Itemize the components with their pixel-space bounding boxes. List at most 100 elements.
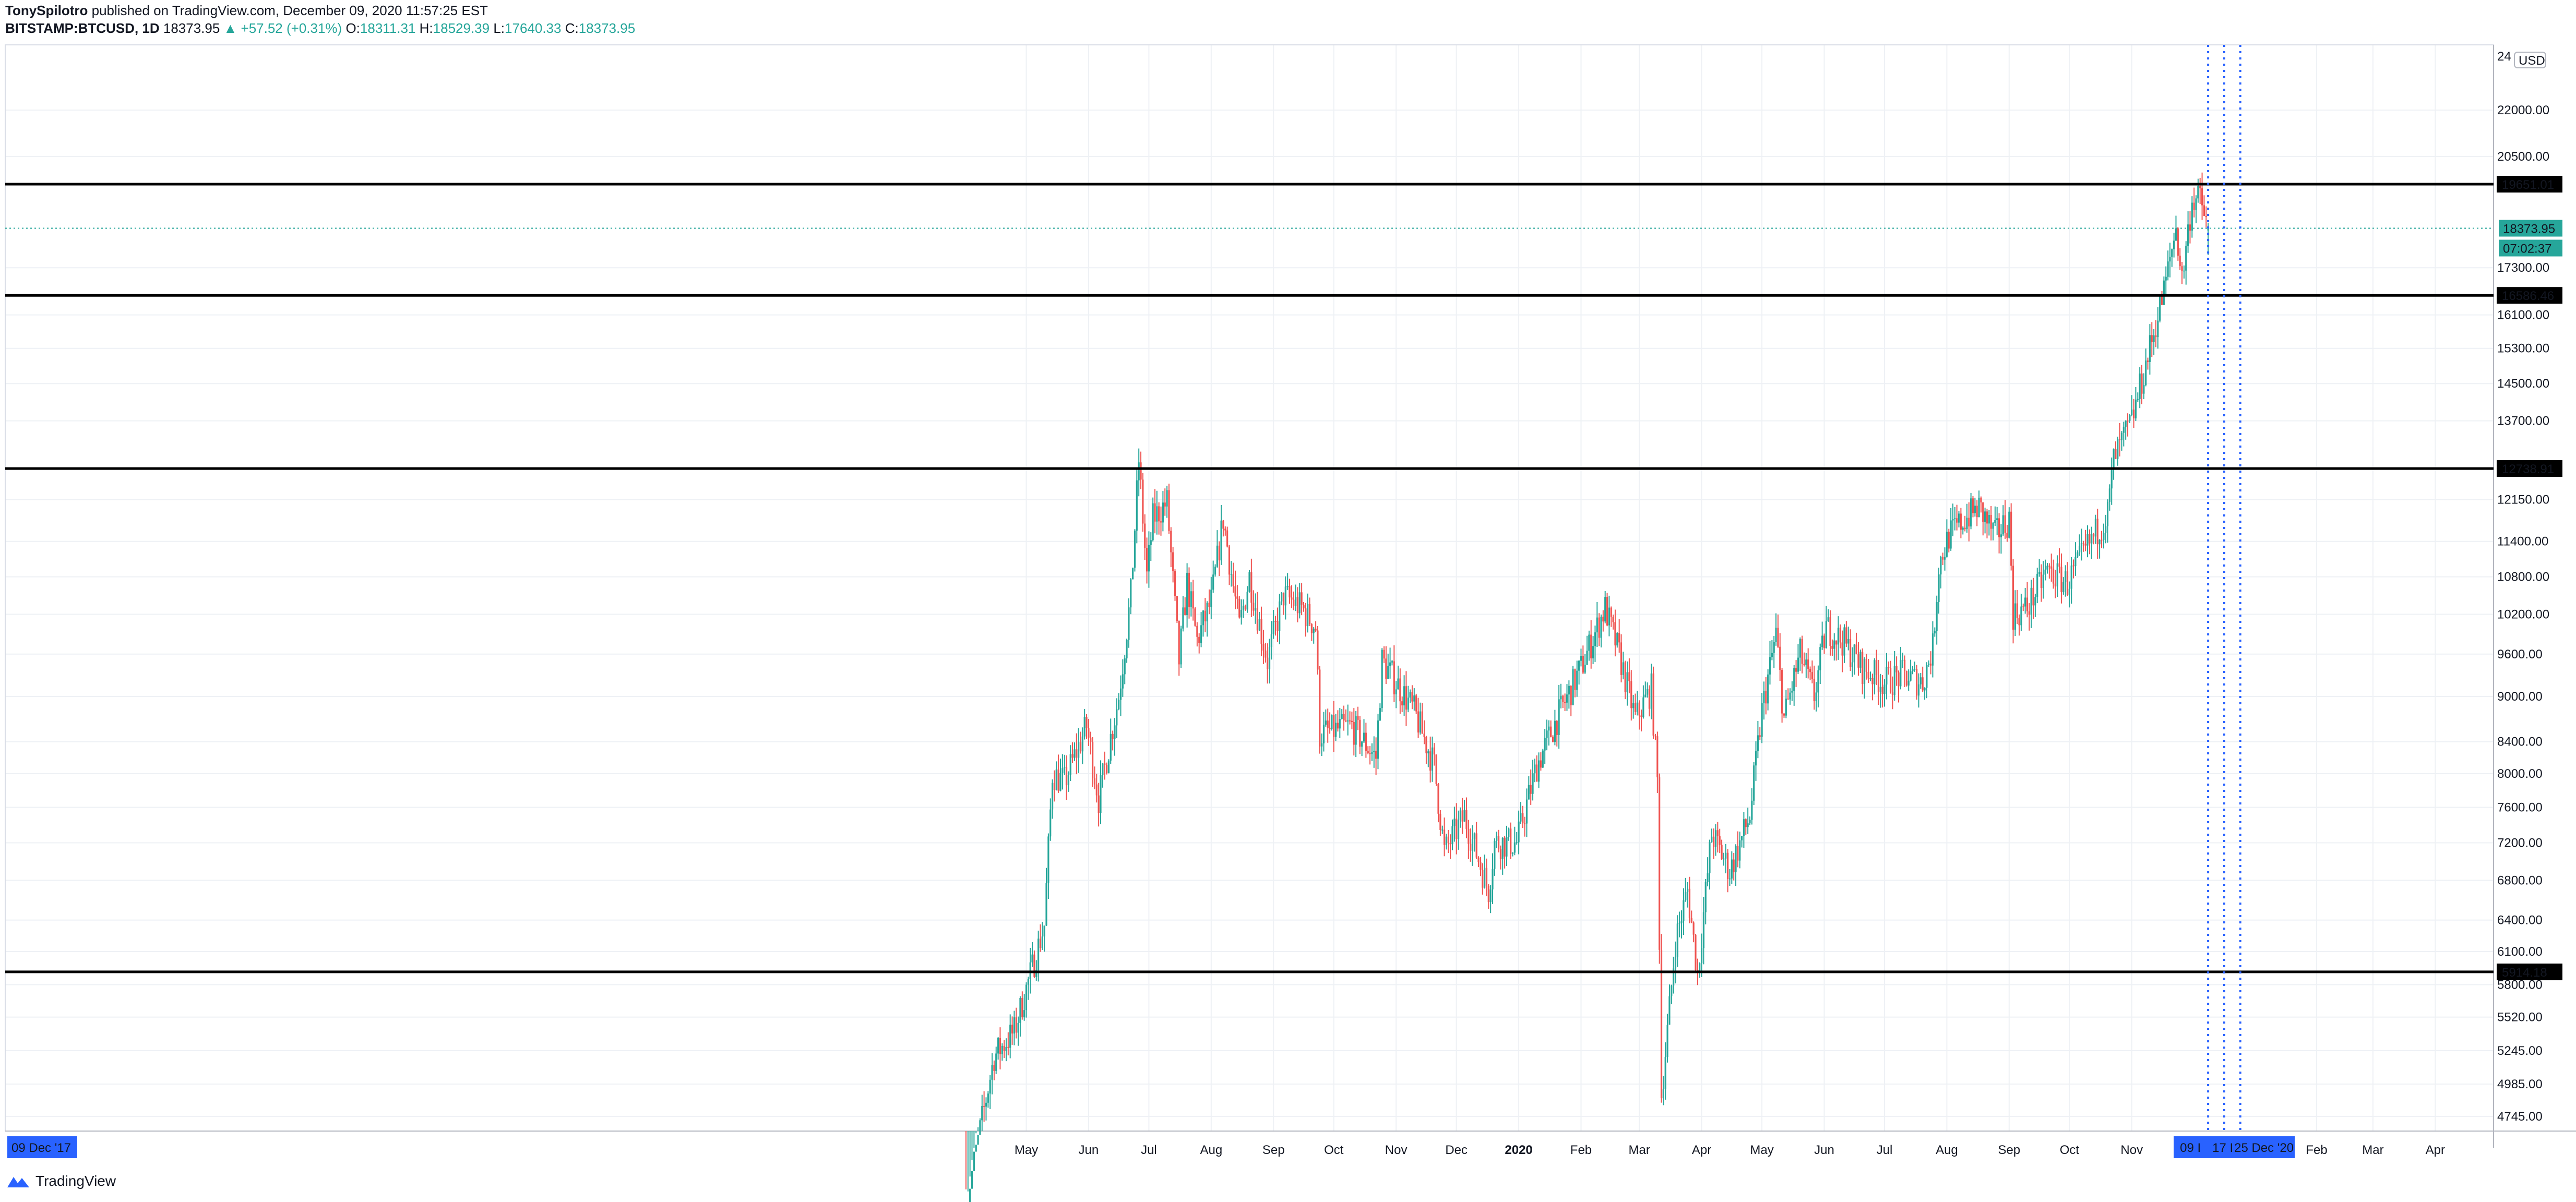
symbol-label[interactable]: BITSTAMP:BTCUSD, 1D [5,20,160,36]
currency-badge[interactable]: USD [2514,52,2546,68]
candle-body [1277,621,1279,631]
candle [1200,612,1202,647]
candle-body [1835,640,1838,645]
candle [2028,603,2030,631]
candle-body [975,1145,977,1152]
candle [1700,933,1703,978]
y-tick-label: 6400.00 [2497,913,2543,928]
candle [2094,514,2097,544]
candle-body [1847,639,1850,644]
candle [1678,911,1680,937]
candle-body [1296,597,1299,614]
candle [1996,507,1998,535]
candle [1743,812,1745,848]
candle [1238,596,1241,619]
candle [2089,529,2091,555]
candle [2171,248,2173,267]
y-tick-label: 15300.00 [2497,342,2549,356]
candle-body [1413,695,1415,702]
candle [1212,560,1214,593]
candle [1355,711,1357,758]
candle [1110,718,1112,764]
candle [1518,810,1520,855]
candle [1564,693,1566,712]
candle [1081,727,1083,764]
candle [1321,733,1323,756]
candle-body [2173,241,2175,249]
candle [1291,585,1293,608]
candle [1863,657,1866,699]
candle [1769,641,1771,685]
ohlc-legend: BITSTAMP:BTCUSD, 1D 18373.95 ▲ +57.52 (+… [5,20,635,37]
candle [1053,770,1056,802]
candle-body [1994,520,1996,523]
candle [2117,436,2119,466]
candle [2084,530,2086,551]
candle-body [2161,295,2163,305]
candle-body [1250,572,1253,603]
candle-body [1827,617,1829,621]
candle [1827,609,1829,622]
candle [2127,413,2129,437]
candle [1017,1016,1019,1046]
candle [2141,365,2143,404]
candle [1277,607,1279,642]
candle [2050,554,2053,582]
candle-body [1242,605,1245,610]
candle-body [1930,663,1932,666]
candle-body [1982,502,1984,522]
candle [2169,243,2171,278]
candle [1178,620,1180,676]
candle [1254,593,1257,624]
candle [1554,710,1556,746]
candle [2004,500,2006,539]
candle-body [1475,833,1477,858]
candle [1811,660,1813,683]
candle-body [2056,563,2058,587]
candle [1308,597,1311,627]
candle [1570,685,1572,716]
candle [1914,662,1916,672]
level-badge [2497,287,2562,304]
candle [1537,752,1540,788]
candle-body [2181,266,2183,271]
candle-body [1079,742,1082,752]
candle-body [1196,626,1198,637]
candle [1484,855,1486,889]
candle [1728,869,1731,886]
candle [1962,526,1964,535]
candle-body [1859,652,1862,668]
tradingview-branding[interactable]: TradingView [6,1173,116,1189]
candle-body [1660,949,1663,1099]
candle-body [2000,534,2002,537]
candle-body [1286,586,1289,587]
candle-body [1783,713,1785,716]
candle-body [1886,667,1888,685]
candle [1674,941,1677,983]
candle-body [1614,622,1616,646]
candle-body [2040,572,2043,588]
candle-body [1740,836,1743,840]
candle-body [1158,506,1160,522]
candle-body [1888,667,1890,668]
candle [1753,762,1755,805]
candle-body [1025,984,1028,1011]
candle-body [1168,490,1170,531]
candle-body [1409,692,1411,698]
candle [2189,211,2191,244]
candle-body [1815,692,1817,702]
author-name[interactable]: TonySpilotro [5,3,88,18]
candle [1841,630,1843,672]
candle-body [1972,498,1974,513]
candle [2070,557,2072,604]
candle-body [2098,539,2101,545]
candle-body [1212,574,1214,590]
candle [1244,604,1246,611]
candle-body [1600,617,1602,638]
candle-body [1144,523,1146,548]
candle [1946,519,1948,558]
candle-body [1853,644,1855,663]
candle-body [1499,849,1502,859]
candle-body [1588,634,1590,651]
